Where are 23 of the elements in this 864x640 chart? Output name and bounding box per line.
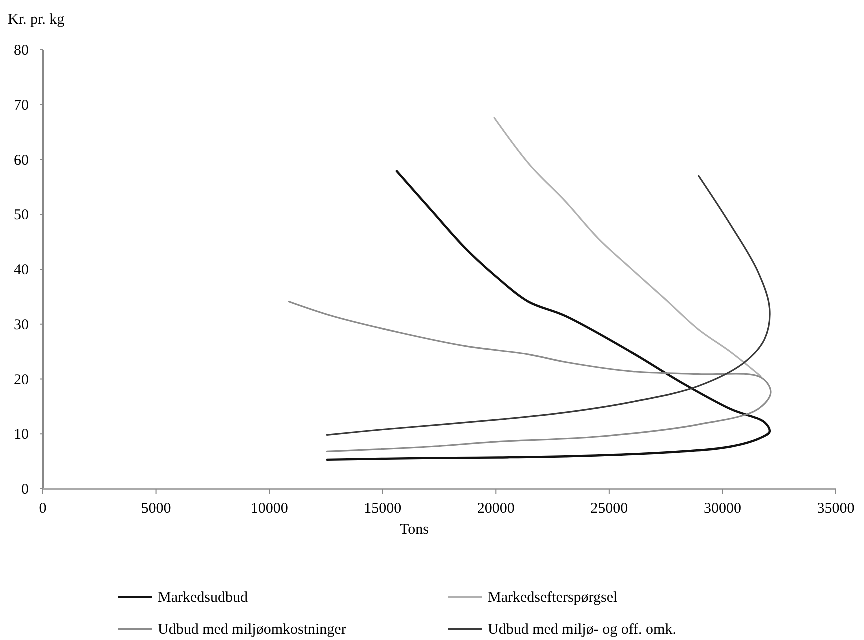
x-tick-label: 30000 [704, 501, 742, 517]
x-tick-label: 35000 [817, 501, 855, 517]
x-tick-label: 20000 [477, 501, 515, 517]
x-tick-label: 0 [39, 501, 47, 517]
legend-label: Markedsefterspørgsel [488, 590, 618, 606]
y-tick-label: 30 [14, 317, 29, 334]
y-tick-label: 70 [14, 98, 29, 114]
y-tick-label: 20 [14, 372, 29, 388]
y-axis-title: Kr. pr. kg [8, 12, 66, 28]
y-tick-label: 80 [14, 43, 29, 59]
legend-label: Udbud med miljøomkostninger [158, 622, 346, 638]
y-tick-label: 0 [22, 482, 29, 498]
y-tick-label: 40 [14, 262, 29, 278]
x-axis-title: Tons [400, 522, 430, 538]
legend-label: Udbud med miljø- og off. omk. [488, 622, 676, 638]
y-tick-label: 60 [14, 152, 29, 169]
x-tick-label: 15000 [364, 501, 402, 517]
y-tick-label: 50 [14, 208, 29, 224]
legend-label: Markedsudbud [158, 590, 248, 606]
y-tick-label: 10 [14, 427, 29, 444]
x-tick-label: 25000 [590, 501, 628, 517]
x-tick-label: 5000 [141, 501, 172, 517]
x-tick-label: 10000 [250, 501, 288, 517]
